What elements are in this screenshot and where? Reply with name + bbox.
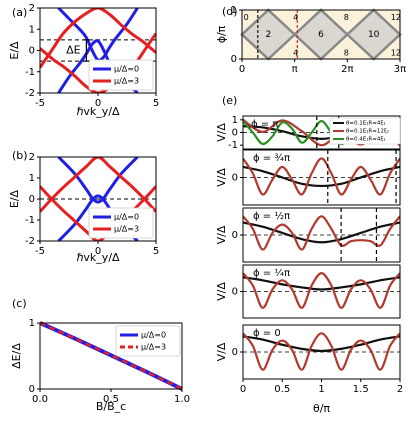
panel-e-sub-3-ylabel: V/Δ [215, 282, 228, 301]
panel-e-label: (e) [222, 94, 237, 107]
panel-b-xtick-label: 0 [95, 246, 101, 257]
panel-d-region-label: 12 [391, 49, 401, 58]
panel-c-ylabel: ΔE/Δ [10, 343, 23, 369]
panel-b-ytick-label: -2 [25, 236, 35, 247]
panel-a-xtick-label: -5 [35, 98, 45, 109]
panel-a-gap-label: ΔE [66, 44, 81, 57]
panel-e-sub-4-ylabel: V/Δ [215, 342, 228, 361]
panel-b-xtick-label: -5 [35, 246, 45, 257]
panel-d-xtick-label: 0 [239, 64, 245, 75]
panel-e-legend-label: θ=0.1E₁R=12ξ₁ [346, 129, 389, 135]
panel-a-ytick-label: 1 [29, 24, 35, 35]
panel-e-sub-2-series-1-curve [243, 215, 400, 251]
panel-a-ytick-label: 2 [29, 3, 35, 14]
panel-a-xlabel: ℏvk_y/Δ [76, 105, 120, 118]
panel-b-series-1-curve [40, 157, 156, 213]
panel-e-sub-1-phi-label: ϕ = ¾π [253, 153, 290, 164]
panel-d-label: (d) [222, 5, 238, 18]
panel-e-xtick-label: 2 [397, 384, 403, 395]
panel-d-region-label: 0 [244, 13, 249, 22]
panel-e-sub-3-series-1-curve [243, 272, 400, 309]
panel-e-sub-0-ytick-label: 0 [232, 128, 238, 139]
panel-d-ytick-label: 0 [231, 54, 237, 65]
panel-a-xtick-label: 0 [95, 98, 101, 109]
panel-b-series-1-curve [40, 185, 156, 241]
panel-e-legend-label: θ=0.1E₁R=4ξ₁ [346, 121, 386, 127]
panel-d-xtick-label: 2π [341, 64, 353, 75]
panel-e-xtick-label: 1 [318, 384, 324, 395]
panel-a-legend-label: μ/Δ=0 [114, 65, 139, 74]
panel-c-series-0-line [39, 321, 183, 391]
panel-c-label: (c) [12, 297, 27, 310]
panel-c-xlabel: B/B_c [96, 400, 126, 413]
panel-b-ytick-label: 0 [29, 194, 35, 205]
panel-d-diamond-label: 2 [265, 30, 271, 40]
panel-e-sub-3-ytick-label: 0 [232, 287, 238, 298]
panel-d-diamond-label: 6 [318, 30, 324, 40]
panel-e-sub-4-series-0-curve [243, 335, 400, 353]
panel-a-xtick-label: 5 [153, 98, 159, 109]
panel-e-xtick-label: 0.5 [274, 384, 290, 395]
panel-e-legend-label: θ=0.4E₁R=4ξ₁ [346, 137, 386, 143]
panel-c-legend-label: μ/Δ=3 [141, 343, 166, 352]
panel-e-sub-3-phi-label: ϕ = ¼π [253, 267, 290, 279]
panel-e-sub-0-ylabel: V/Δ [215, 123, 228, 142]
panel-e-xtick-label: 0 [240, 384, 246, 395]
panel-e-sub-2-series-0-curve [243, 221, 400, 244]
panel-c-xtick-label: 0.0 [32, 394, 48, 405]
panel-d-axes-frame [241, 9, 401, 60]
panel-d-region-label: 8 [344, 13, 349, 22]
panel-d-ytick-label: 1 [231, 5, 237, 16]
panel-d-region-label: 4 [293, 49, 298, 58]
panel-c-ytick-label: 1 [29, 318, 35, 329]
panel-b-legend-label: μ/Δ=3 [114, 225, 139, 234]
panel-d-ylabel: ϕ/π [215, 25, 228, 43]
panel-b-label: (b) [12, 149, 28, 162]
panel-c-ytick-label: 0 [29, 384, 35, 395]
panel-d-xtick-label: 3π [394, 64, 406, 75]
panel-e-sub-2-ylabel: V/Δ [215, 225, 228, 244]
panel-e-xtick-label: 1.5 [353, 384, 369, 395]
panel-b-ylabel: E/Δ [8, 189, 21, 208]
panel-e-sub-1-series-1-curve [243, 157, 400, 196]
panel-b-legend-label: μ/Δ=0 [114, 213, 139, 222]
panel-b-xlabel: ℏvk_y/Δ [76, 251, 120, 264]
panel-e-sub-0-ytick-label: -1 [228, 140, 238, 151]
panel-a-legend-label: μ/Δ=3 [114, 77, 139, 86]
panel-c-xtick-label: 1.0 [174, 394, 190, 405]
panel-a-label: (a) [12, 6, 27, 19]
panel-c-xtick-label: 0.5 [103, 394, 119, 405]
panel-a-ytick-label: -1 [25, 67, 35, 78]
panel-b-ytick-label: 2 [29, 152, 35, 163]
panel-d-region-label: 8 [344, 49, 349, 58]
panel-e-sub-1-ylabel: V/Δ [215, 168, 228, 187]
panel-e-sub-4-series-1-curve [243, 332, 400, 371]
panel-e-sub-0-phi-label: ϕ = π [251, 119, 278, 130]
panel-d-region-label: 4 [293, 13, 298, 22]
panel-c-legend-label: μ/Δ=0 [141, 331, 166, 340]
panel-b-xtick-label: 5 [153, 246, 159, 257]
panel-b-ytick-label: 1 [29, 173, 35, 184]
panel-b-series-0-curve [57, 157, 139, 204]
panel-e-sub-4-phi-label: ϕ = 0 [253, 328, 281, 339]
panel-d-xtick-label: π [292, 64, 298, 75]
panel-b-ytick-label: -1 [25, 215, 35, 226]
panel-e-xlabel: θ/π [313, 402, 330, 415]
panel-e-sub-4-ytick-label: 0 [232, 347, 238, 358]
panel-a-series-1-curve [40, 8, 156, 69]
panel-d-diamond-label: 10 [368, 30, 380, 40]
panel-a-ytick-label: -2 [25, 88, 35, 99]
panel-e-sub-2-phi-label: ϕ = ½π [253, 210, 290, 222]
panel-e-sub-3-series-0-curve [243, 276, 400, 291]
panel-a-ytick-label: 0 [29, 46, 35, 57]
panel-e-sub-1-series-0-curve [243, 165, 400, 188]
panel-d-region-label: 12 [391, 13, 401, 22]
panel-e-sub-0-ytick-label: 1 [232, 115, 238, 126]
panel-a-ylabel: E/Δ [8, 41, 21, 60]
panel-e-sub-2-ytick-label: 0 [232, 230, 238, 241]
panel-e-sub-1-ytick-label: 0 [232, 173, 238, 184]
